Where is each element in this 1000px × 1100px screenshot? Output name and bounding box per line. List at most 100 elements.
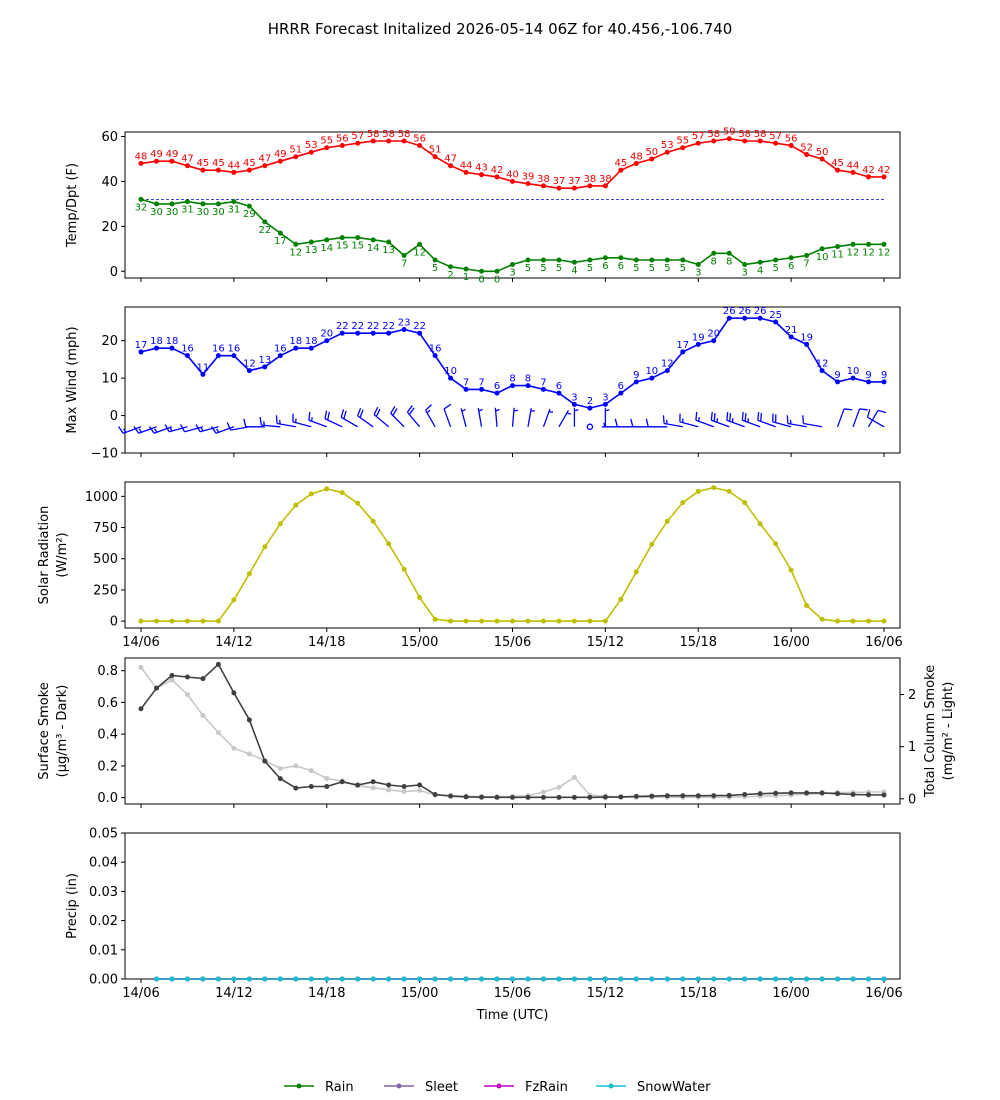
series-line bbox=[140, 663, 885, 799]
panel-precip: 0.00 0.01 0.02 0.03 0.04 0.05 14/06 14/12 14/18 1… bbox=[65, 827, 903, 1024]
data-point bbox=[835, 976, 841, 982]
data-point bbox=[153, 976, 159, 982]
data-label: 19 bbox=[800, 332, 813, 343]
data-point bbox=[804, 253, 810, 259]
wind-barb-feather bbox=[375, 408, 381, 417]
y-tick-label: 0.00 bbox=[89, 973, 118, 988]
wind-barb-feather bbox=[164, 424, 170, 433]
data-point bbox=[587, 405, 593, 411]
data-point bbox=[200, 201, 206, 207]
data-point bbox=[370, 518, 376, 524]
series-points bbox=[138, 196, 887, 274]
data-point bbox=[804, 603, 810, 609]
data-label: 42 bbox=[491, 165, 504, 176]
wind-barb-shaft bbox=[867, 416, 885, 428]
wind-barb-half-feather bbox=[138, 428, 142, 433]
data-point bbox=[169, 618, 175, 624]
wind-barb-half-feather bbox=[200, 427, 204, 432]
data-point bbox=[757, 521, 763, 527]
data-label: 9 bbox=[865, 370, 871, 381]
data-label: 47 bbox=[181, 154, 194, 165]
data-point bbox=[571, 618, 577, 624]
data-label: 43 bbox=[475, 163, 488, 174]
data-label: 55 bbox=[320, 136, 333, 147]
wind-barb-feather bbox=[744, 413, 747, 422]
y-axis-label: Surface Smoke bbox=[37, 682, 52, 780]
data-point bbox=[850, 375, 856, 381]
y-tick-label: 0.4 bbox=[97, 728, 118, 743]
data-label: 50 bbox=[645, 147, 658, 158]
wind-barb-shaft bbox=[711, 419, 730, 428]
data-label: 7 bbox=[478, 377, 484, 388]
data-point bbox=[494, 390, 500, 396]
data-label: 45 bbox=[197, 158, 210, 169]
data-point bbox=[540, 386, 546, 392]
data-point bbox=[339, 142, 345, 148]
data-label: 10 bbox=[816, 252, 829, 263]
data-point bbox=[215, 201, 221, 207]
data-point bbox=[246, 368, 252, 374]
data-label: 42 bbox=[862, 165, 875, 176]
data-point bbox=[618, 596, 624, 602]
data-label: 12 bbox=[413, 247, 426, 258]
data-point bbox=[153, 345, 159, 351]
data-label: 18 bbox=[289, 336, 302, 347]
data-point bbox=[881, 792, 887, 798]
data-point bbox=[339, 490, 345, 496]
data-label: 21 bbox=[785, 325, 798, 336]
data-point bbox=[324, 486, 330, 492]
data-point bbox=[819, 156, 825, 162]
data-point bbox=[370, 237, 376, 243]
data-point bbox=[525, 794, 531, 800]
data-point bbox=[695, 793, 701, 799]
data-point bbox=[277, 976, 283, 982]
data-point bbox=[169, 201, 175, 207]
data-point bbox=[835, 379, 841, 385]
legend-item: SnowWater bbox=[596, 1080, 711, 1095]
data-point bbox=[587, 618, 593, 624]
data-point bbox=[711, 338, 717, 344]
data-label: 1 bbox=[463, 272, 469, 283]
wind-barb-feather bbox=[710, 412, 713, 421]
data-label: 13 bbox=[382, 245, 395, 256]
x-tick-label: 14/06 bbox=[122, 986, 159, 1001]
wind-barb-feather bbox=[148, 426, 155, 434]
data-point bbox=[138, 349, 144, 355]
data-point bbox=[711, 976, 717, 982]
data-label: 30 bbox=[150, 207, 163, 218]
wind-barb-half-feather bbox=[215, 428, 220, 433]
data-label: 22 bbox=[413, 321, 426, 332]
data-point bbox=[881, 379, 887, 385]
data-point bbox=[618, 390, 624, 396]
data-point bbox=[153, 201, 159, 207]
data-point bbox=[355, 500, 361, 506]
data-point bbox=[231, 976, 237, 982]
data-point bbox=[153, 158, 159, 164]
data-point bbox=[649, 541, 655, 547]
y-right-axis-label: Total Column Smoke bbox=[923, 665, 938, 798]
data-point bbox=[324, 976, 330, 982]
data-point bbox=[773, 976, 779, 982]
data-point bbox=[587, 183, 593, 189]
data-point bbox=[819, 790, 825, 796]
x-tick-label: 14/06 bbox=[122, 635, 159, 650]
legend-item: Rain bbox=[284, 1080, 354, 1095]
wind-barb-shaft bbox=[340, 416, 359, 428]
series-points bbox=[138, 664, 887, 800]
data-point bbox=[386, 330, 392, 336]
data-point bbox=[138, 664, 144, 670]
wind-barb-feather bbox=[843, 408, 853, 411]
data-label: 7 bbox=[401, 259, 407, 270]
wind-barb-shaft bbox=[261, 424, 281, 428]
data-label: 51 bbox=[289, 145, 302, 156]
data-point bbox=[540, 976, 546, 982]
data-label: 44 bbox=[228, 160, 241, 171]
data-point bbox=[432, 257, 438, 263]
data-point bbox=[773, 257, 779, 263]
data-point bbox=[293, 976, 299, 982]
wind-barb-feather bbox=[390, 405, 396, 414]
x-tick-label: 15/18 bbox=[680, 986, 717, 1001]
data-point bbox=[169, 158, 175, 164]
series-points bbox=[153, 976, 887, 982]
